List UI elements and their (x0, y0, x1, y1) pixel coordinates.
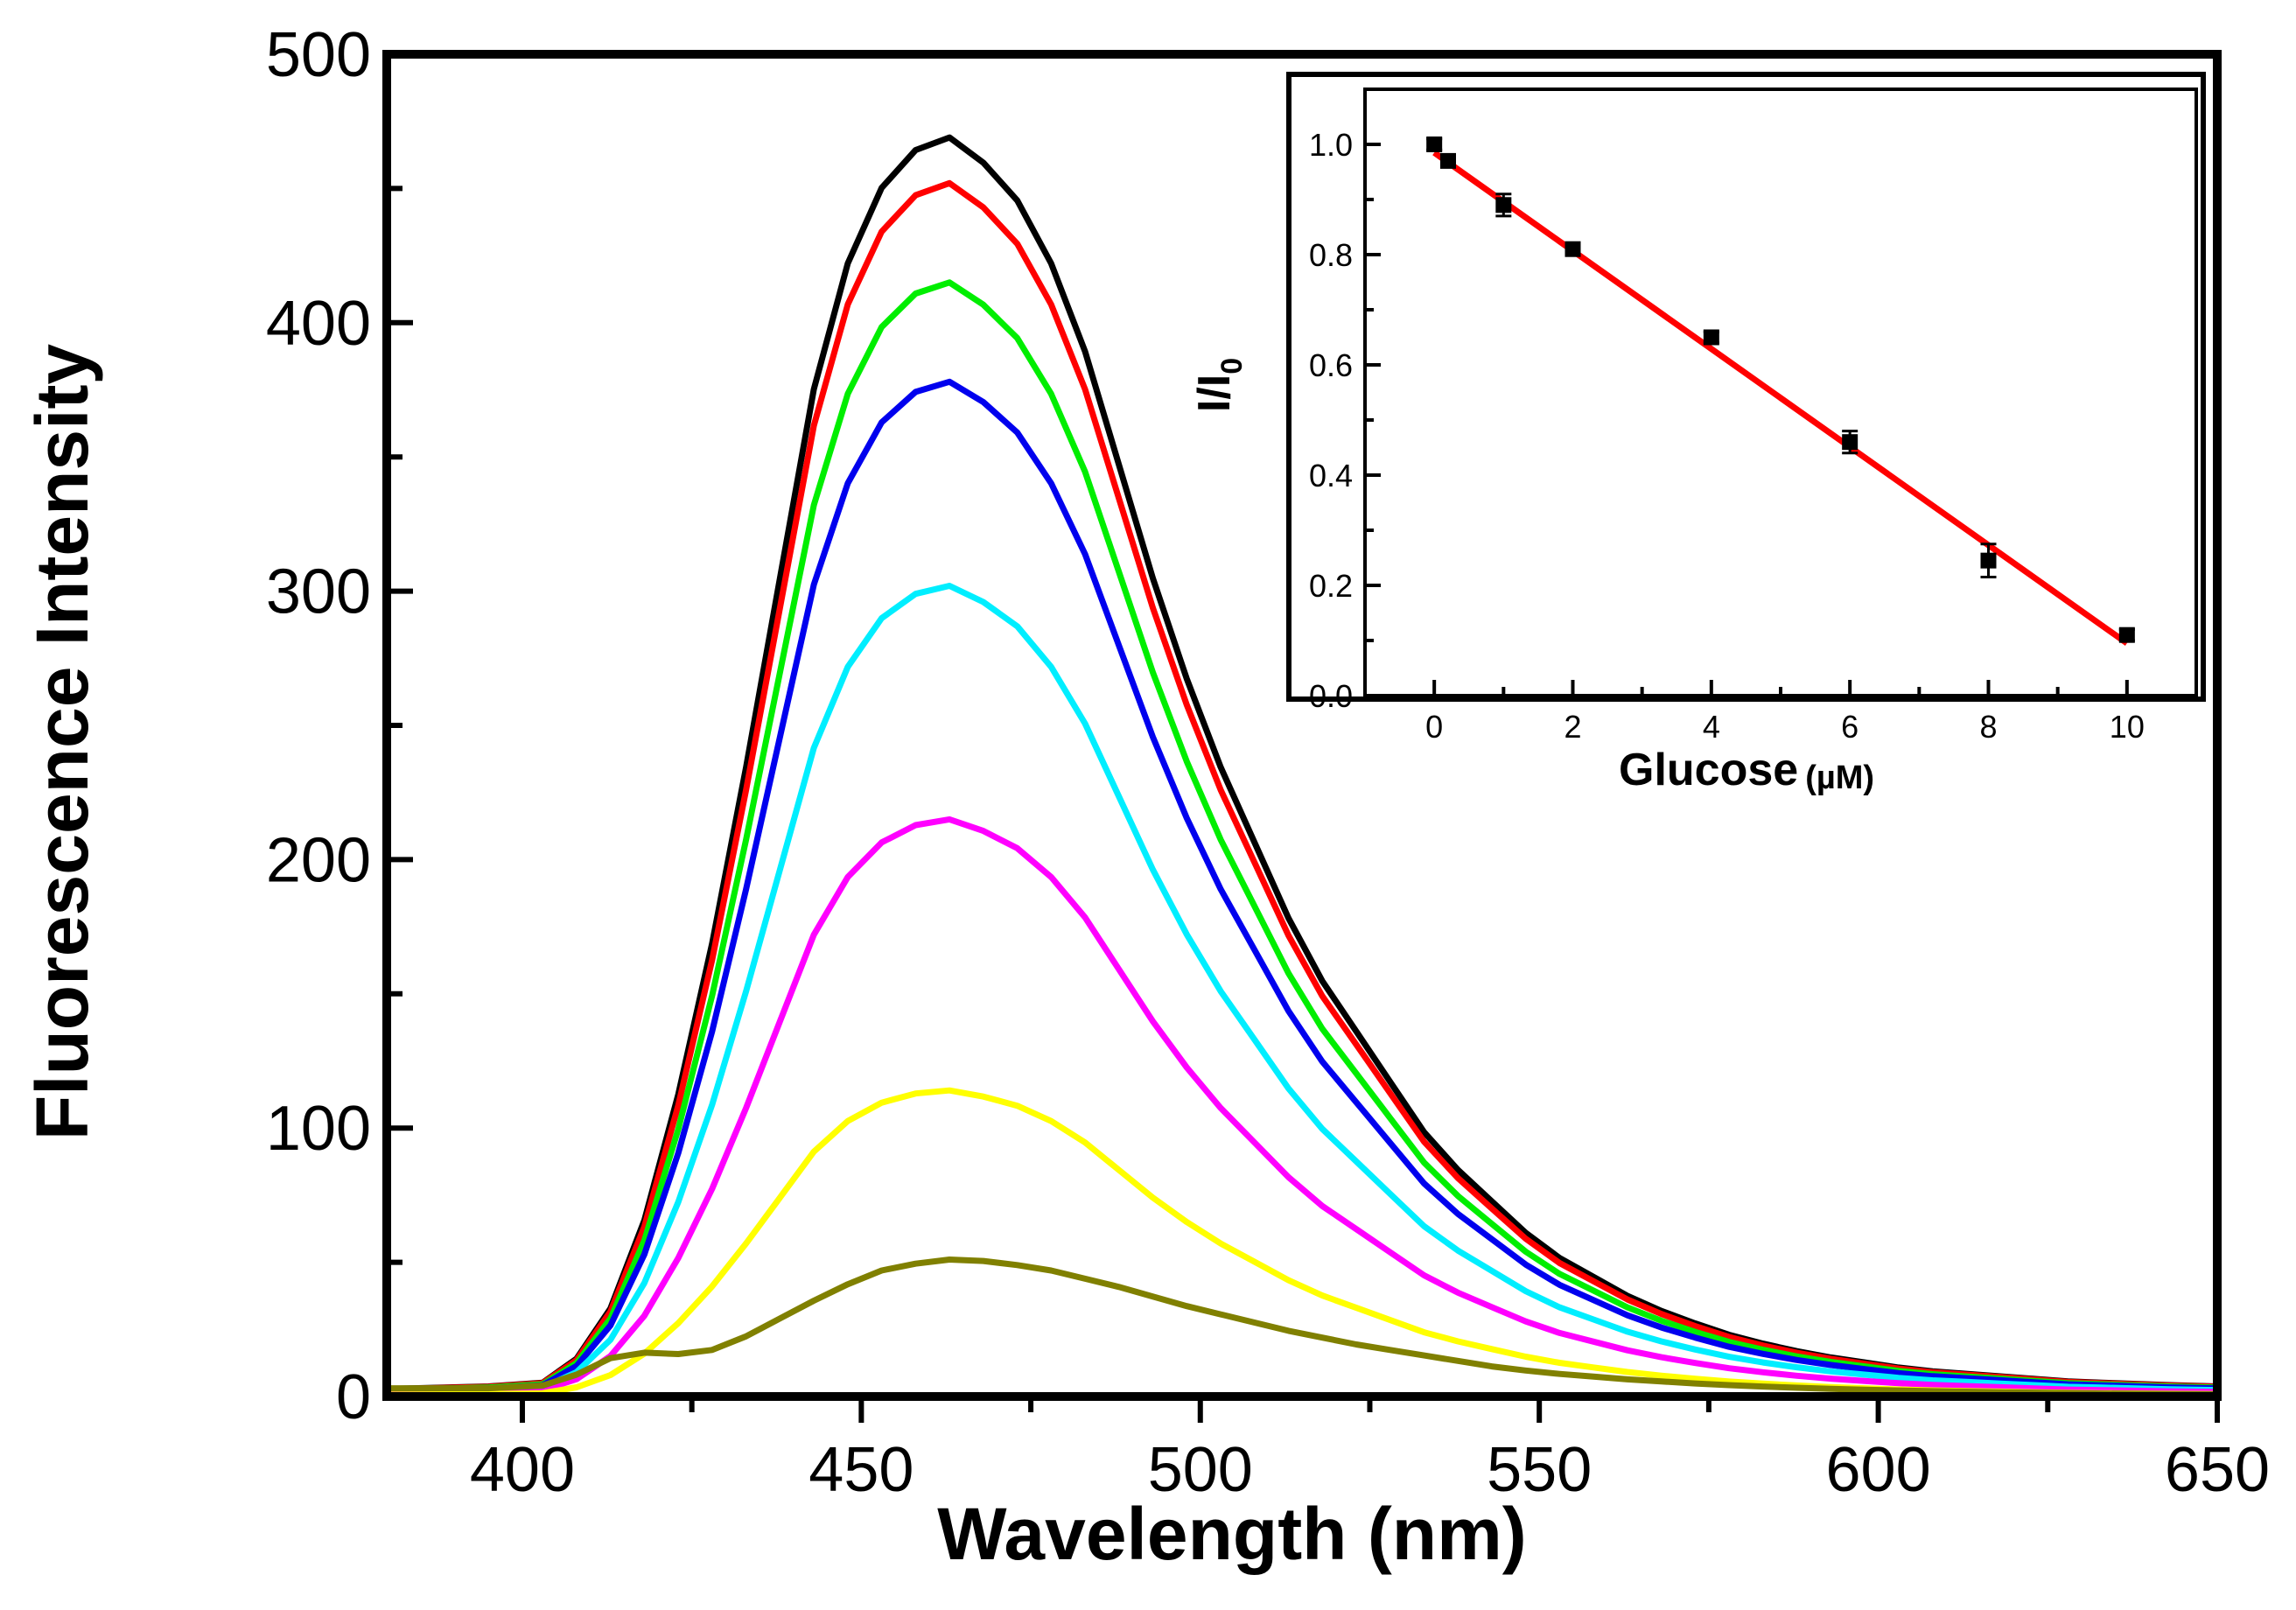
inset-data-point (1495, 197, 1512, 214)
inset-x-tick-label: 6 (1841, 709, 1858, 745)
spectrum-line (386, 378, 2218, 1394)
inset-x-axis-title-text: Glucose (1619, 745, 1798, 795)
inset-data-point (1842, 434, 1858, 451)
inset-y-tick-label: 0.6 (1309, 347, 1353, 383)
inset-x-tick-label: 10 (2110, 709, 2145, 745)
main-curves (386, 134, 2218, 1398)
main-ticks (387, 52, 2220, 1423)
x-tick-label: 400 (470, 1435, 575, 1505)
inset-data-point (1426, 136, 1443, 152)
inset-marks (1426, 136, 2135, 647)
inset-data-point (1980, 552, 1997, 569)
inset-y-tick-label: 1.0 (1309, 127, 1353, 163)
inset-tick-labels: 0 2 4 6 8 10 0.0 0.2 0.4 0.6 0.8 1.0 (1309, 127, 2145, 745)
x-tick-label: 500 (1148, 1435, 1253, 1505)
inset-x-tick-label: 4 (1703, 709, 1720, 745)
inset-fit-line (1432, 150, 2129, 647)
inset-x-axis-title: Glucose (µM) (1619, 745, 1874, 796)
inset-y-tick-label: 0.2 (1309, 568, 1353, 604)
spectrum-line (387, 1256, 2218, 1397)
inset-data-point (1703, 329, 1719, 346)
y-axis-title: Fluorescence Intensity (21, 344, 103, 1141)
inset-y-axis-title: I/I0 (1189, 358, 1249, 412)
spectrum-line (386, 816, 2218, 1396)
inset-x-tick-label: 8 (1979, 709, 1997, 745)
inset-x-tick-label: 0 (1425, 709, 1443, 745)
y-tick-label: 300 (266, 557, 371, 627)
inset-x-axis-unit: (µM) (1805, 760, 1874, 796)
x-axis-title: Wavelength (nm) (937, 1493, 1527, 1575)
spectrum-line (386, 583, 2218, 1395)
y-tick-label: 100 (266, 1094, 371, 1164)
inset-chart: 0 2 4 6 8 10 0.0 0.2 0.4 0.6 0.8 1.0 Glucose (µM) I/… (1189, 72, 2206, 796)
inset-x-tick-label: 2 (1564, 709, 1581, 745)
y-tick-label: 500 (266, 20, 371, 90)
inset-data-point (2118, 626, 2135, 643)
inset-outer-frame (1286, 72, 2206, 702)
x-tick-label: 450 (808, 1435, 914, 1505)
inset-data-point (1440, 152, 1456, 169)
x-tick-label: 550 (1487, 1435, 1592, 1505)
x-tick-label: 650 (2165, 1435, 2270, 1505)
y-tick-label: 200 (266, 825, 371, 895)
inset-y-tick-label: 0.8 (1309, 237, 1353, 273)
inset-y-axis-subscript: 0 (1215, 358, 1249, 374)
inset-y-tick-label: 0.4 (1309, 458, 1353, 494)
inset-data-point (1564, 241, 1581, 257)
y-tick-label: 400 (266, 289, 371, 359)
inset-y-tick-label: 0.0 (1309, 678, 1353, 714)
x-tick-label: 600 (1826, 1435, 1931, 1505)
inset-y-axis-title-text: I/I (1189, 374, 1240, 412)
y-tick-label: 0 (336, 1362, 371, 1432)
inset-ticks (1363, 88, 2198, 697)
